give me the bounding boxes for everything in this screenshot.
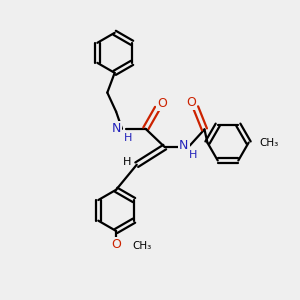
Text: H: H bbox=[124, 133, 133, 142]
Text: H: H bbox=[188, 150, 197, 160]
Text: O: O bbox=[186, 95, 196, 109]
Text: CH₃: CH₃ bbox=[259, 138, 278, 148]
Text: O: O bbox=[111, 238, 121, 251]
Text: N: N bbox=[179, 139, 188, 152]
Text: H: H bbox=[123, 157, 131, 167]
Text: N: N bbox=[112, 122, 122, 135]
Text: CH₃: CH₃ bbox=[132, 241, 152, 251]
Text: O: O bbox=[157, 97, 167, 110]
